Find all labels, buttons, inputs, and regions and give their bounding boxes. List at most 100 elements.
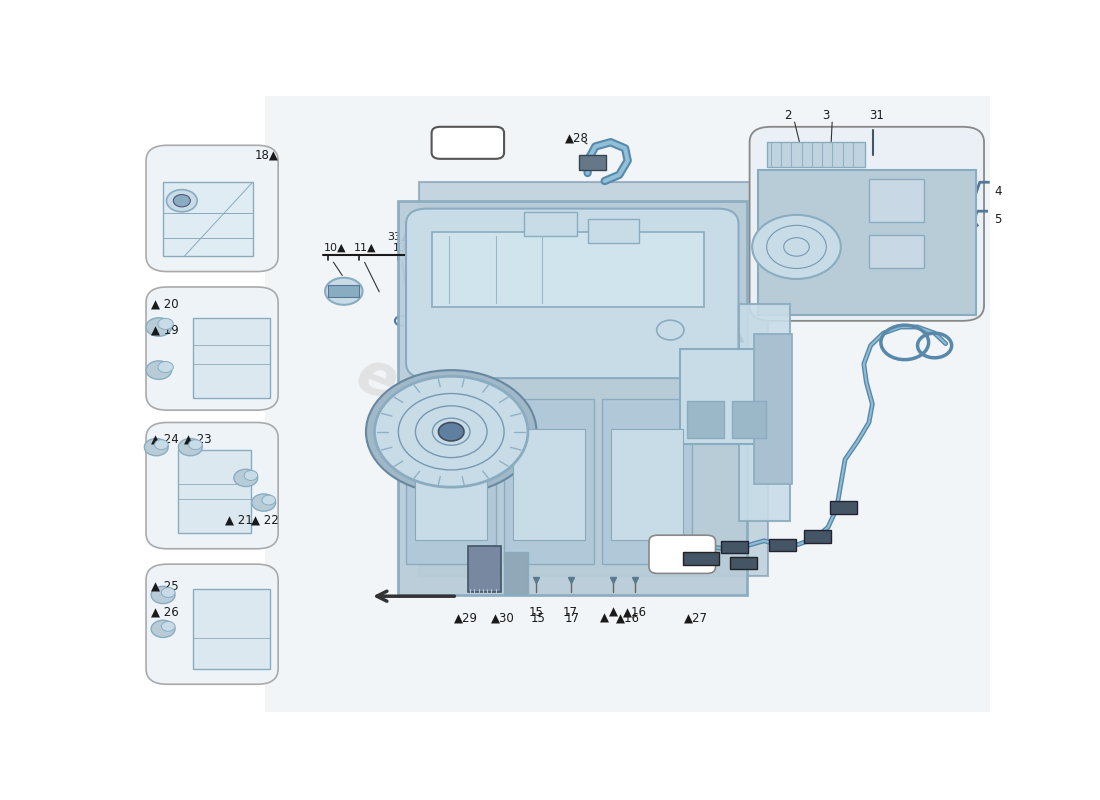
Circle shape — [326, 278, 363, 305]
Circle shape — [252, 494, 276, 511]
Bar — [758, 170, 976, 314]
Circle shape — [178, 438, 202, 456]
Text: 3: 3 — [822, 110, 829, 122]
Circle shape — [189, 440, 202, 450]
Text: ▲ 26: ▲ 26 — [151, 605, 179, 618]
Text: 12▲: 12▲ — [427, 242, 449, 253]
Bar — [192, 589, 270, 669]
Text: 5: 5 — [994, 213, 1002, 226]
Bar — [738, 304, 790, 521]
Text: ▲16: ▲16 — [616, 612, 640, 625]
FancyBboxPatch shape — [406, 209, 738, 378]
Text: 4: 4 — [994, 185, 1002, 198]
Text: a passion for excellence: a passion for excellence — [443, 437, 684, 550]
Bar — [829, 502, 857, 514]
Text: eurospares: eurospares — [348, 346, 712, 537]
Bar — [804, 530, 832, 542]
Circle shape — [151, 620, 175, 638]
Circle shape — [162, 622, 175, 631]
Text: ▲ 19: ▲ 19 — [151, 323, 179, 337]
FancyBboxPatch shape — [649, 535, 715, 574]
Circle shape — [366, 370, 537, 494]
Text: ▲: ▲ — [608, 606, 618, 618]
Text: 6▲: 6▲ — [728, 331, 745, 344]
Circle shape — [657, 320, 684, 340]
Circle shape — [234, 470, 257, 486]
FancyBboxPatch shape — [431, 126, 504, 159]
Circle shape — [144, 438, 168, 456]
Bar — [754, 334, 792, 484]
Text: 10▲: 10▲ — [323, 242, 345, 253]
Bar — [397, 201, 747, 595]
Text: ▲: ▲ — [601, 612, 609, 625]
Bar — [683, 552, 719, 566]
FancyBboxPatch shape — [146, 287, 278, 410]
Circle shape — [262, 495, 276, 505]
Text: ▲ 21: ▲ 21 — [226, 514, 253, 526]
Bar — [587, 219, 639, 242]
Circle shape — [439, 422, 464, 441]
Text: 9: 9 — [613, 213, 620, 226]
Text: 15: 15 — [529, 606, 543, 618]
Circle shape — [151, 586, 175, 603]
Circle shape — [146, 318, 172, 336]
Text: ▲29: ▲29 — [453, 612, 477, 625]
Bar — [513, 429, 585, 539]
Text: ▲ 22: ▲ 22 — [251, 514, 278, 526]
Text: 14▲: 14▲ — [458, 242, 480, 253]
Bar — [487, 421, 515, 443]
Text: 17: 17 — [563, 606, 579, 618]
FancyBboxPatch shape — [146, 564, 278, 684]
Bar — [431, 232, 704, 307]
Text: ▲28: ▲28 — [565, 131, 590, 144]
Text: ▲16: ▲16 — [624, 606, 648, 618]
Bar — [469, 546, 500, 592]
Polygon shape — [265, 96, 990, 712]
Bar — [178, 450, 251, 534]
Text: 18▲: 18▲ — [255, 148, 279, 161]
Bar — [329, 285, 359, 298]
Text: ▲ = 1: ▲ = 1 — [446, 135, 491, 150]
Circle shape — [166, 190, 197, 212]
Bar — [163, 182, 253, 256]
Text: 17: 17 — [564, 612, 580, 625]
Text: 11▲: 11▲ — [354, 242, 376, 253]
Bar — [524, 212, 576, 237]
Circle shape — [154, 440, 168, 450]
Bar — [504, 552, 528, 594]
Bar — [769, 539, 796, 551]
Bar — [680, 349, 773, 444]
Text: 7▲: 7▲ — [678, 311, 694, 324]
Text: ▲ 20: ▲ 20 — [151, 298, 179, 310]
Text: 33▲: 33▲ — [387, 231, 410, 242]
Circle shape — [752, 215, 840, 279]
Bar — [415, 429, 487, 539]
FancyBboxPatch shape — [146, 146, 278, 271]
Bar — [579, 154, 606, 170]
Bar — [869, 234, 924, 269]
Circle shape — [158, 362, 174, 373]
Bar — [192, 318, 270, 398]
Text: 13▲: 13▲ — [394, 242, 416, 253]
Circle shape — [146, 361, 172, 379]
Text: ▲ 25: ▲ 25 — [151, 579, 179, 592]
Text: 15: 15 — [530, 612, 546, 625]
Text: ▲ 8: ▲ 8 — [519, 213, 539, 226]
Text: ▲27: ▲27 — [684, 612, 708, 625]
FancyBboxPatch shape — [146, 422, 278, 549]
Bar — [602, 398, 692, 564]
FancyBboxPatch shape — [749, 127, 984, 321]
Text: 31: 31 — [869, 110, 883, 122]
Bar — [686, 401, 724, 438]
Bar — [767, 142, 865, 167]
Circle shape — [162, 587, 175, 598]
Bar — [610, 429, 683, 539]
Bar — [869, 179, 924, 222]
Text: ▲ 23: ▲ 23 — [185, 433, 212, 446]
Text: ▲ 24: ▲ 24 — [151, 433, 179, 446]
Circle shape — [374, 376, 528, 487]
Circle shape — [174, 194, 190, 207]
Bar — [419, 182, 768, 577]
Text: ▲30: ▲30 — [491, 612, 514, 625]
Text: ▲32: ▲32 — [670, 550, 694, 562]
